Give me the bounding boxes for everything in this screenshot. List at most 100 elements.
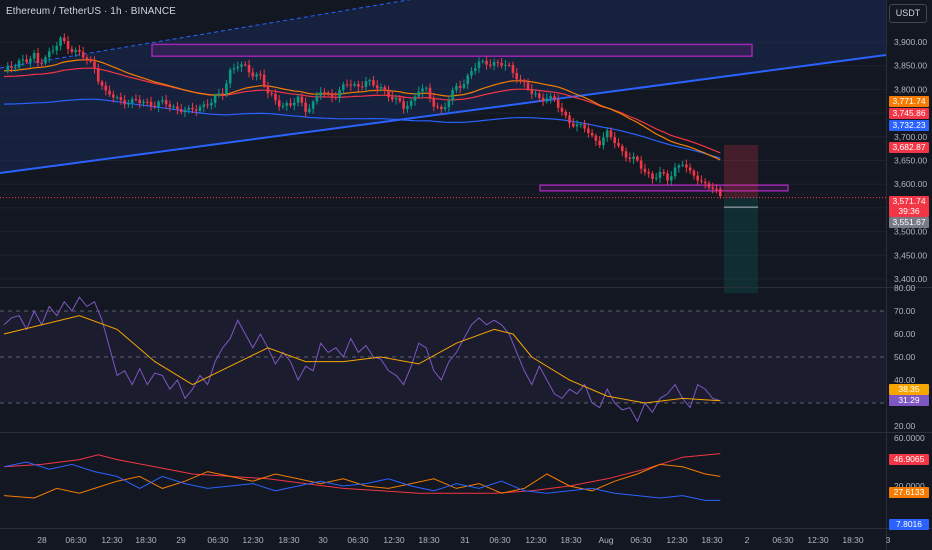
candle-body bbox=[719, 188, 722, 197]
candle-body bbox=[628, 157, 632, 160]
candle-body bbox=[360, 86, 364, 88]
candle-body bbox=[387, 90, 390, 97]
candle-body bbox=[342, 84, 345, 90]
candle-body bbox=[620, 145, 624, 152]
candle-body bbox=[481, 60, 485, 62]
candle-body bbox=[492, 62, 496, 66]
candle-body bbox=[142, 101, 145, 104]
candle-body bbox=[194, 109, 198, 111]
candle-body bbox=[149, 101, 153, 106]
rsi-tick-label: 60.00 bbox=[894, 329, 916, 339]
candle-body bbox=[428, 87, 432, 99]
price-scale-label: 39:36 bbox=[889, 206, 929, 217]
candle-body bbox=[308, 108, 311, 113]
candle-body bbox=[421, 88, 424, 92]
candle-body bbox=[243, 64, 247, 66]
candle-body bbox=[304, 102, 307, 113]
candle-body bbox=[394, 97, 398, 100]
candle-body bbox=[47, 51, 51, 58]
channel-lower-line bbox=[0, 54, 887, 174]
currency-button[interactable]: USDT bbox=[889, 4, 927, 23]
candle-body bbox=[462, 84, 466, 88]
symbol-title[interactable]: Ethereum / TetherUS · 1h · BINANCE bbox=[6, 6, 176, 17]
price-tick-label: 3,900.00 bbox=[894, 37, 927, 47]
price-tick-label: 3,850.00 bbox=[894, 61, 927, 71]
candle-body bbox=[571, 123, 575, 127]
candle-body bbox=[605, 130, 609, 138]
candle-body bbox=[424, 87, 428, 89]
candle-body bbox=[447, 100, 451, 108]
dmi-tick-label: 60.0000 bbox=[894, 433, 925, 443]
candle-body bbox=[458, 85, 462, 88]
dmi-tick-label: 20.0000 bbox=[894, 481, 925, 491]
candle-body bbox=[74, 49, 77, 53]
resistance-zone bbox=[151, 43, 753, 57]
candle-body bbox=[119, 97, 123, 101]
rsi-pane bbox=[0, 288, 886, 432]
candle-body bbox=[32, 53, 36, 59]
time-tick-label: 31 bbox=[460, 535, 470, 545]
candle-body bbox=[123, 100, 126, 105]
candle-body bbox=[172, 106, 175, 108]
risk-zone bbox=[724, 144, 758, 198]
time-tick-label: 06:30 bbox=[347, 535, 369, 545]
rsi-tick-label: 70.00 bbox=[894, 306, 916, 316]
candle-body bbox=[470, 71, 473, 76]
candle-body bbox=[183, 109, 187, 113]
candle-body bbox=[14, 67, 17, 69]
candle-body bbox=[270, 93, 273, 95]
candle-body bbox=[247, 64, 251, 73]
time-tick-label: 06:30 bbox=[207, 535, 229, 545]
candle-body bbox=[692, 170, 696, 176]
candle-body bbox=[89, 59, 93, 62]
candle-body bbox=[345, 84, 349, 86]
candle-body bbox=[703, 181, 707, 184]
candle-body bbox=[496, 62, 500, 64]
candle-body bbox=[100, 81, 104, 86]
candle-body bbox=[66, 41, 70, 49]
candle-body bbox=[300, 96, 304, 103]
candle-body bbox=[666, 173, 669, 181]
candle-body bbox=[375, 85, 379, 89]
candle-body bbox=[685, 164, 688, 168]
candle-body bbox=[255, 74, 258, 77]
candle-body bbox=[96, 68, 100, 82]
candle-body bbox=[191, 107, 194, 110]
price-scale-label: 3,745.86 bbox=[889, 108, 929, 119]
candle-body bbox=[161, 100, 164, 102]
price-tick-label: 3,700.00 bbox=[894, 132, 927, 142]
candle-body bbox=[568, 115, 571, 124]
rsi-value-label: 31.29 bbox=[889, 395, 929, 406]
candle-body bbox=[63, 37, 66, 42]
candle-body bbox=[130, 99, 134, 104]
time-tick-label: 28 bbox=[37, 535, 47, 545]
candle-body bbox=[500, 62, 503, 66]
price-scale-label: 3,771.74 bbox=[889, 96, 929, 107]
candle-body bbox=[639, 160, 643, 169]
candle-body bbox=[36, 53, 40, 63]
candle-body bbox=[289, 103, 292, 106]
candle-body bbox=[564, 111, 568, 116]
candle-body bbox=[221, 93, 224, 95]
candle-body bbox=[406, 105, 409, 109]
time-tick-label: 30 bbox=[318, 535, 328, 545]
candle-body bbox=[662, 171, 666, 174]
time-tick-label: 18:30 bbox=[560, 535, 582, 545]
ema-orange-line bbox=[3, 59, 721, 161]
time-tick-label: 06:30 bbox=[489, 535, 511, 545]
candle-body bbox=[112, 94, 115, 98]
candle-body bbox=[504, 64, 507, 66]
candle-body bbox=[443, 107, 447, 110]
candle-body bbox=[658, 171, 662, 178]
candle-body bbox=[259, 74, 262, 76]
time-tick-label: 12:30 bbox=[383, 535, 405, 545]
time-tick-label: 12:30 bbox=[101, 535, 123, 545]
candle-body bbox=[711, 187, 715, 189]
candle-body bbox=[402, 101, 405, 109]
candle-body bbox=[700, 180, 703, 182]
time-tick-label: 06:30 bbox=[65, 535, 87, 545]
candle-body bbox=[526, 82, 530, 90]
candle-body bbox=[40, 62, 43, 64]
candle-body bbox=[538, 93, 541, 98]
